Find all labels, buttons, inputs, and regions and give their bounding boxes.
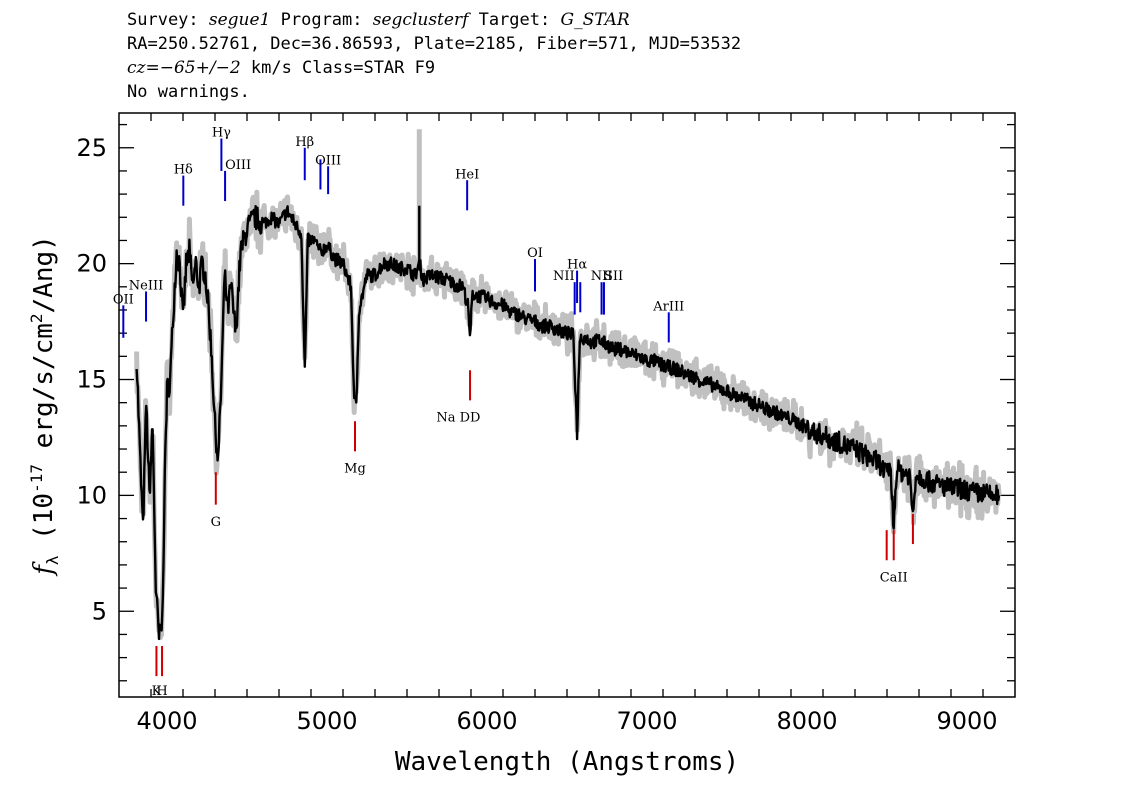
survey-label: Survey: [127, 10, 209, 30]
x-tick-label: 6000 [456, 707, 517, 735]
emission-line-label: SII [604, 269, 623, 284]
y-tick-label: 5 [92, 597, 107, 625]
x-tick-label: 7000 [616, 707, 677, 735]
emission-line-label: NeIII [129, 278, 163, 293]
emission-line-label: Hβ [295, 135, 314, 150]
plot-frame [118, 112, 1016, 698]
x-tick-label: 9000 [936, 707, 997, 735]
spectrum-header: Survey: segue1 Program: segclusterf Targ… [127, 8, 741, 104]
emission-line-label: NII [591, 269, 613, 284]
header-line-3: cz=−65+/−2 km/s Class=STAR F9 [127, 56, 741, 80]
x-axis-label: Wavelength (Angstroms) [395, 747, 739, 777]
flux-line [135, 205, 1001, 641]
emission-line-label: ArIII [652, 299, 684, 314]
axis-ticks [119, 113, 1015, 697]
error-band [134, 129, 1002, 641]
absorption-line-label: K [152, 684, 162, 699]
absorption-line-label: Na D [436, 411, 470, 426]
x-tick-label: 5000 [296, 707, 357, 735]
emission-line-label: Hγ [212, 126, 231, 141]
absorption-line-label: Mg [344, 462, 366, 477]
y-tick-label: 20 [76, 250, 107, 278]
program-value: segclusterf [372, 10, 469, 30]
header-line-2: RA=250.52761, Dec=36.86593, Plate=2185, … [127, 34, 742, 54]
program-label: Program: [270, 10, 373, 30]
y-tick-label: 15 [76, 366, 107, 394]
y-tick-label: 10 [76, 481, 107, 509]
emission-line-label: Hα [567, 258, 587, 273]
emission-line-label: HeI [455, 167, 479, 182]
absorption-line-label: CaII [880, 570, 908, 585]
spectral-line-markers: OIINeIIIHδHγOIIIHβOIIIHeIOINIIHαNIISIIAr… [113, 126, 914, 699]
y-axis-label: fλ (10-17 erg/s/cm2/Ang) [27, 235, 62, 577]
header-line-4: No warnings. [127, 82, 250, 102]
survey-value: segue1 [208, 10, 271, 30]
redshift-value: cz=−65+/−2 [127, 58, 241, 78]
emission-line-label: OI [527, 246, 543, 261]
absorption-line-label: D [470, 411, 480, 426]
absorption-line-label: H [156, 684, 167, 699]
emission-line-label: Hδ [174, 163, 193, 178]
class-text: km/s Class=STAR F9 [240, 58, 436, 78]
target-value: G_STAR [560, 10, 630, 30]
x-tick-label: 4000 [136, 707, 197, 735]
emission-line-label: OIII [315, 153, 341, 168]
target-label: Target: [468, 10, 561, 30]
x-tick-label: 8000 [776, 707, 837, 735]
y-tick-label: 25 [76, 134, 107, 162]
emission-line-label: NII [553, 269, 575, 284]
tick-labels: 4000 5000 6000 7000 8000 9000 5 10 15 20 25 [76, 134, 997, 735]
header-line-1: Survey: segue1 Program: segclusterf Targ… [127, 8, 741, 32]
emission-line-label: OIII [225, 158, 251, 173]
absorption-line-label: G [211, 515, 221, 530]
emission-line-label: OII [113, 292, 134, 307]
